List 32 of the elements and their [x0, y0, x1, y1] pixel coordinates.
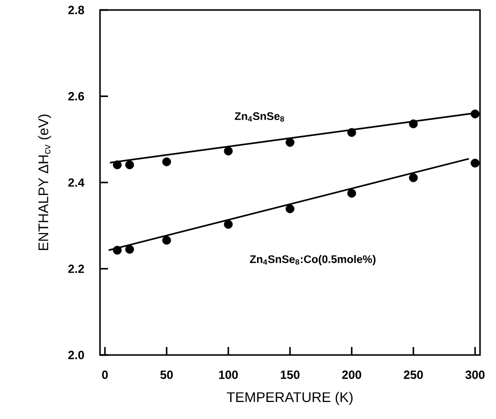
point [162, 157, 172, 166]
y-axis-title: ENTHALPY ΔH$_{cv}$ (eV) [38, 114, 52, 250]
point [470, 158, 480, 168]
y-tick-label: 2.4 [68, 178, 84, 187]
point [112, 160, 122, 170]
x-tick-label: 50 [160, 370, 173, 379]
point [125, 244, 134, 254]
annotation: Zn$_{4}$SnSe$_{8}$ [234, 112, 284, 122]
x-tick-label: 0 [102, 370, 108, 379]
annotation: Zn$_{4}$SnSe$_{8}$:Co(0.5mole%) [250, 255, 376, 266]
y-tick-label: 2.6 [68, 92, 84, 100]
x-tick-label: 250 [404, 370, 423, 379]
point [408, 173, 418, 182]
y-tick-label: 2.2 [68, 264, 84, 273]
x-tick-label: 300 [465, 370, 485, 380]
point [224, 146, 233, 156]
point [347, 188, 356, 198]
y-tick-label: 2.0 [68, 350, 84, 360]
point [408, 119, 418, 128]
point [224, 220, 233, 229]
point [112, 246, 122, 255]
x-tick-label: 200 [342, 370, 362, 379]
y-tick-label: 2.8 [68, 6, 84, 14]
x-tick-label: 150 [280, 370, 300, 379]
x-tick-label: 100 [219, 370, 238, 379]
x-axis-title: TEMPERATURE (K) [226, 392, 353, 405]
point [162, 236, 172, 245]
point [347, 128, 356, 137]
point [286, 138, 294, 147]
point [286, 204, 294, 214]
point [470, 110, 480, 118]
point [125, 160, 134, 170]
